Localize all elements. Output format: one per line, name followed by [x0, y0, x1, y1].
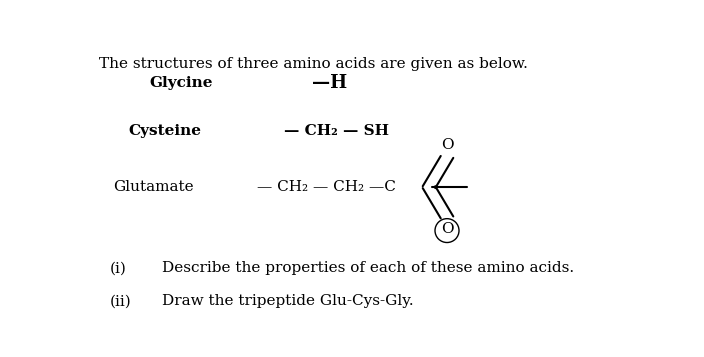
Text: Glutamate: Glutamate	[113, 180, 194, 194]
Text: Describe the properties of each of these amino acids.: Describe the properties of each of these…	[162, 261, 574, 275]
Text: (ii): (ii)	[110, 294, 132, 308]
Text: Draw the tripeptide Glu-Cys-Gly.: Draw the tripeptide Glu-Cys-Gly.	[162, 294, 413, 308]
Text: O: O	[441, 138, 453, 152]
Text: Cysteine: Cysteine	[128, 124, 201, 138]
Text: — CH₂ — SH: — CH₂ — SH	[284, 124, 389, 138]
Text: Glycine: Glycine	[149, 76, 213, 90]
Text: — CH₂ — CH₂ —C: — CH₂ — CH₂ —C	[257, 180, 396, 194]
Text: (i): (i)	[110, 261, 127, 275]
Text: —H: —H	[312, 74, 347, 92]
Text: O: O	[441, 222, 453, 236]
Text: The structures of three amino acids are given as below.: The structures of three amino acids are …	[99, 56, 528, 71]
